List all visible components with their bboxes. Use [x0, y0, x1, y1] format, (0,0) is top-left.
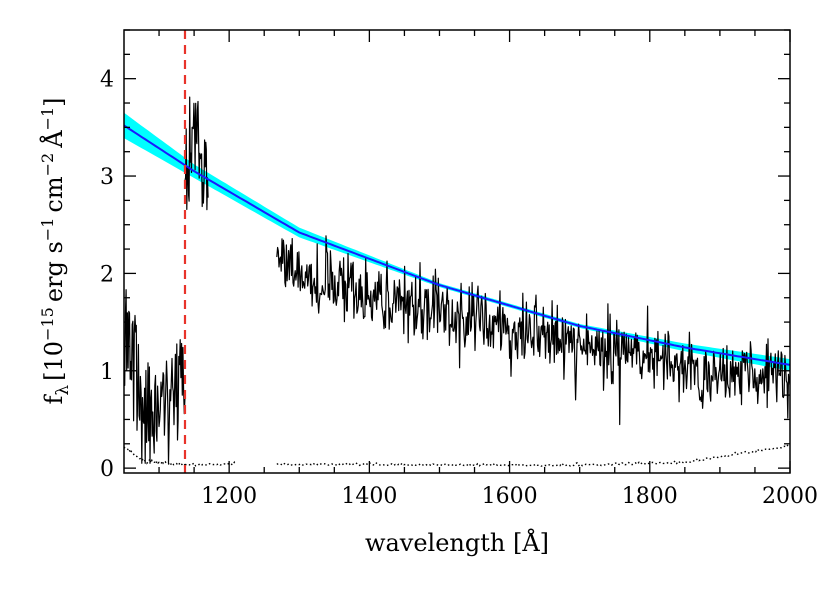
y-label-exp2: −1	[38, 218, 57, 242]
y-label-exp1: −15	[38, 307, 57, 341]
y-label-unit2: cm	[40, 176, 68, 212]
x-tick-label: 1800	[622, 484, 678, 509]
flux-spectrum-segment-2	[276, 235, 790, 426]
error-spectrum-segment-2	[276, 443, 790, 467]
y-tick-label: 0	[100, 457, 114, 482]
y-label-exp4: −1	[38, 107, 57, 131]
y-label-symbol: f	[40, 394, 68, 405]
y-tick-label: 1	[100, 360, 114, 385]
plot-frame	[123, 29, 791, 474]
y-axis-title: fλ[10−15erg s−1cm−2Å−1]	[38, 97, 73, 404]
model-fit-band	[124, 112, 790, 371]
flux-spectrum-segment-0	[124, 289, 186, 464]
y-label-close: ]	[40, 97, 68, 106]
model-fit-line	[124, 124, 790, 366]
y-tick-label: 2	[100, 262, 114, 287]
flux-spectrum-segment-1	[184, 96, 209, 211]
y-label-unit1: erg s	[40, 241, 68, 302]
y-label-open: [10	[40, 341, 68, 381]
y-tick-label: 4	[100, 68, 114, 93]
svg-text:fλ[10−15erg s−1cm−2Å−1]: fλ[10−15erg s−1cm−2Å−1]	[38, 97, 73, 404]
error-spectrum-segment-0	[124, 446, 186, 467]
x-tick-label: 1400	[341, 484, 397, 509]
y-label-exp3: −2	[38, 153, 57, 177]
y-tick-label: 3	[100, 165, 114, 190]
x-tick-label: 1600	[482, 484, 538, 509]
x-tick-label: 2000	[762, 484, 818, 509]
error-spectrum-segment-1	[184, 461, 237, 467]
y-label-subscript: λ	[53, 385, 73, 396]
y-label-unit3: Å	[39, 130, 68, 149]
x-axis-title: wavelength [Å]	[365, 528, 549, 557]
x-tick-label: 1200	[201, 484, 257, 509]
